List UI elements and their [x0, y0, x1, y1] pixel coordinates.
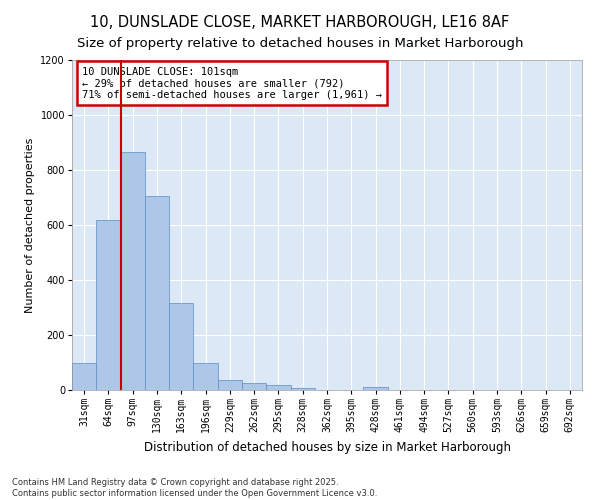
Bar [364, 386, 388, 390]
X-axis label: Distribution of detached houses by size in Market Harborough: Distribution of detached houses by size … [143, 440, 511, 454]
Bar [72, 362, 96, 390]
Bar [218, 380, 242, 390]
Bar [145, 196, 169, 390]
Y-axis label: Number of detached properties: Number of detached properties [25, 138, 35, 312]
Bar [290, 388, 315, 390]
Bar [169, 304, 193, 390]
Bar [121, 152, 145, 390]
Bar [266, 385, 290, 390]
Bar [242, 383, 266, 390]
Text: 10, DUNSLADE CLOSE, MARKET HARBOROUGH, LE16 8AF: 10, DUNSLADE CLOSE, MARKET HARBOROUGH, L… [91, 15, 509, 30]
Bar [193, 362, 218, 390]
Text: Size of property relative to detached houses in Market Harborough: Size of property relative to detached ho… [77, 38, 523, 51]
Text: Contains HM Land Registry data © Crown copyright and database right 2025.
Contai: Contains HM Land Registry data © Crown c… [12, 478, 377, 498]
Text: 10 DUNSLADE CLOSE: 101sqm
← 29% of detached houses are smaller (792)
71% of semi: 10 DUNSLADE CLOSE: 101sqm ← 29% of detac… [82, 66, 382, 100]
Bar [96, 220, 121, 390]
